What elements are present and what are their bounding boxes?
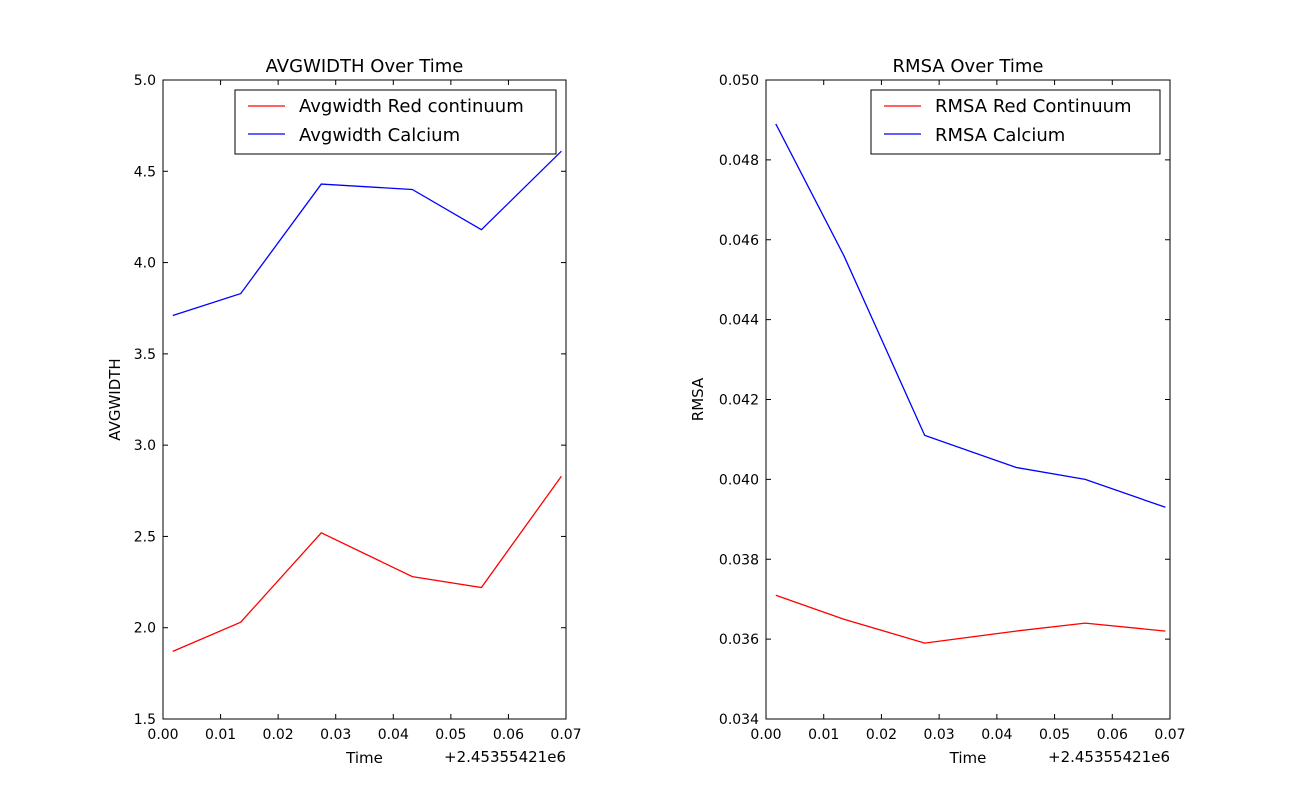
y-ticks: 1.5 2.0 2.5 3.0 3.5 4.0 4.5 5.0 — [134, 73, 566, 728]
legend-label: Avgwidth Red continuum — [299, 96, 524, 117]
x-tick-label: 0.01 — [205, 727, 236, 743]
y-tick-label: 4.0 — [134, 256, 156, 272]
series-line-red — [775, 594, 1166, 644]
y-tick-label: 2.5 — [134, 529, 156, 545]
plot-frame — [765, 79, 1171, 720]
chart-rmsa: RMSA Over Time 0.00 0.01 0.02 0.03 0.04 0.05 0… — [689, 56, 1186, 767]
x-offset-label: +2.45355421e6 — [1048, 748, 1170, 766]
y-ticks: 0.034 0.036 0.038 0.040 0.042 0.044 0.046 0.048… — [719, 73, 1170, 728]
plot-frame — [162, 79, 567, 720]
x-tick-label: 0.05 — [435, 727, 466, 743]
y-tick-label: 3.0 — [134, 438, 156, 454]
chart-avgwidth: AVGWIDTH Over Time 0.00 0.01 0.02 0.03 0.04 0… — [106, 56, 582, 767]
y-tick-label: 0.050 — [719, 73, 759, 89]
x-tick-label: 0.02 — [866, 727, 897, 743]
x-tick-label: 0.04 — [981, 727, 1012, 743]
y-axis-label: RMSA — [689, 377, 707, 421]
y-tick-label: 0.036 — [719, 632, 759, 648]
legend: RMSA Red Continuum RMSA Calcium — [870, 89, 1161, 155]
x-tick-label: 0.07 — [1154, 727, 1185, 743]
series-line-blue — [775, 123, 1166, 508]
x-tick-label: 0.06 — [1097, 727, 1128, 743]
y-tick-label: 0.046 — [719, 233, 759, 249]
legend-box — [234, 89, 557, 155]
x-axis-label: Time — [949, 749, 987, 767]
y-tick-label: 0.044 — [719, 313, 759, 329]
y-tick-label: 0.034 — [719, 712, 759, 728]
x-tick-label: 0.03 — [924, 727, 955, 743]
x-tick-label: 0.00 — [750, 727, 781, 743]
x-tick-label: 0.06 — [493, 727, 524, 743]
x-tick-label: 0.05 — [1039, 727, 1070, 743]
y-tick-label: 1.5 — [134, 712, 156, 728]
y-tick-label: 5.0 — [134, 73, 156, 89]
legend-label: RMSA Calcium — [935, 125, 1065, 146]
y-tick-label: 0.038 — [719, 552, 759, 568]
y-tick-label: 2.0 — [134, 621, 156, 637]
x-tick-label: 0.04 — [378, 727, 409, 743]
y-tick-label: 3.5 — [134, 347, 156, 363]
legend: Avgwidth Red continuum Avgwidth Calcium — [234, 89, 557, 155]
series-line-red — [172, 475, 562, 652]
legend-label: Avgwidth Calcium — [299, 125, 460, 146]
series-line-blue — [172, 150, 562, 317]
x-ticks: 0.00 0.01 0.02 0.03 0.04 0.05 0.06 0.07 — [147, 80, 582, 743]
x-tick-label: 0.00 — [147, 727, 178, 743]
legend-box — [870, 89, 1161, 155]
x-tick-label: 0.07 — [550, 727, 581, 743]
series-group — [172, 150, 562, 652]
y-tick-label: 4.5 — [134, 164, 156, 180]
y-tick-label: 0.040 — [719, 472, 759, 488]
x-axis-label: Time — [345, 749, 383, 767]
x-tick-label: 0.01 — [808, 727, 839, 743]
x-ticks: 0.00 0.01 0.02 0.03 0.04 0.05 0.06 0.07 — [750, 80, 1186, 743]
x-tick-label: 0.03 — [320, 727, 351, 743]
chart-title: RMSA Over Time — [893, 56, 1044, 77]
legend-label: RMSA Red Continuum — [935, 96, 1132, 117]
y-tick-label: 0.048 — [719, 153, 759, 169]
series-group — [775, 123, 1166, 644]
y-tick-label: 0.042 — [719, 393, 759, 409]
x-offset-label: +2.45355421e6 — [444, 748, 566, 766]
chart-title: AVGWIDTH Over Time — [266, 56, 464, 77]
y-axis-label: AVGWIDTH — [106, 358, 124, 440]
x-tick-label: 0.02 — [263, 727, 294, 743]
